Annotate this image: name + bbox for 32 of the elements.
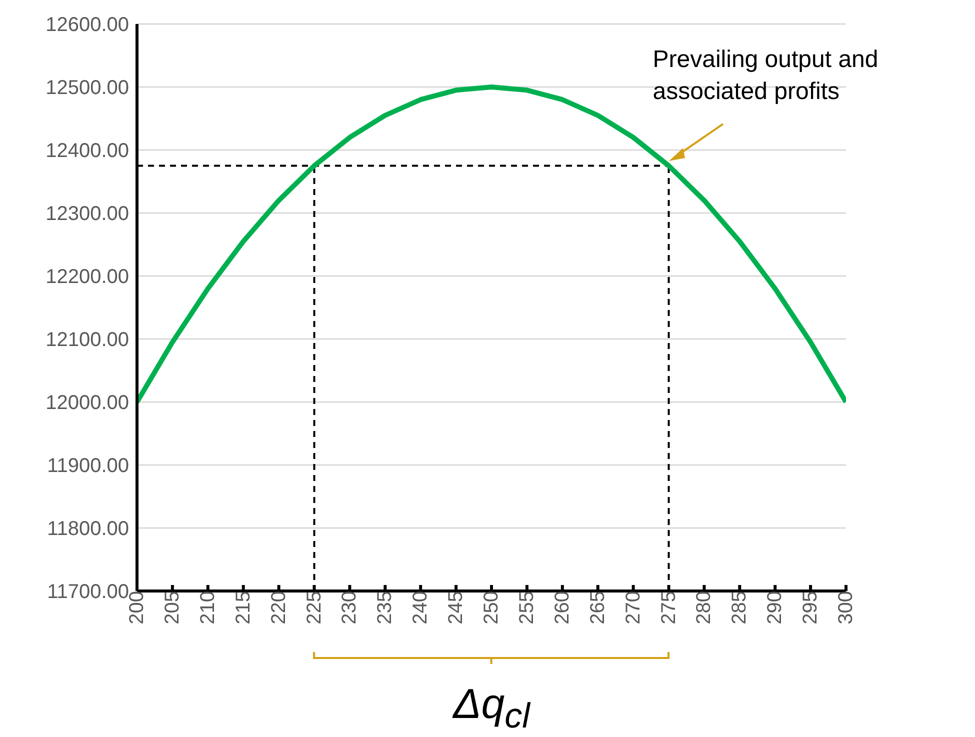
x-tick-label: 270	[622, 591, 644, 624]
y-tick-label: 12600.00	[46, 14, 129, 36]
text: Δq$_{cl}$	[451, 680, 532, 736]
y-tick-label: 11700.00	[47, 581, 129, 604]
x-tick-label: 230	[338, 591, 361, 624]
x-tick-label: 235	[374, 591, 396, 624]
y-tick-label: 11900.00	[47, 455, 129, 478]
x-tick-label: 255	[516, 591, 538, 624]
x-tick-label: 275	[658, 591, 680, 624]
x-tick-label: 290	[764, 591, 786, 624]
x-tick-label: 280	[693, 591, 716, 624]
y-tick-label: 12400.00	[46, 140, 129, 162]
annotation: Prevailing output and associated profits	[652, 44, 880, 107]
y-tick-label: 12200.00	[46, 266, 129, 288]
y-tick-label: 12300.00	[46, 203, 129, 226]
x-tick-label: 215	[232, 591, 254, 624]
x-tick-label: 285	[728, 591, 751, 624]
y-tick-label: 12100.00	[46, 329, 129, 352]
y-tick-label: 12000.00	[46, 392, 129, 414]
x-tick-label: 265	[586, 591, 609, 624]
x-tick-label: 205	[161, 591, 184, 624]
x-tick-label: 225	[303, 591, 326, 624]
x-tick-label: 240	[410, 591, 432, 624]
x-tick-label: 300	[835, 591, 857, 624]
x-tick-label: 260	[551, 591, 574, 624]
x-tick-label: 220	[268, 591, 290, 624]
y-tick-label: 11800.00	[47, 518, 129, 540]
x-tick-label: 210	[196, 591, 219, 624]
x-tick-label: 295	[800, 591, 822, 624]
x-tick-label: 250	[480, 591, 502, 624]
x-tick-label: 245	[445, 591, 468, 624]
y-tick-label: 12500.00	[46, 77, 129, 100]
